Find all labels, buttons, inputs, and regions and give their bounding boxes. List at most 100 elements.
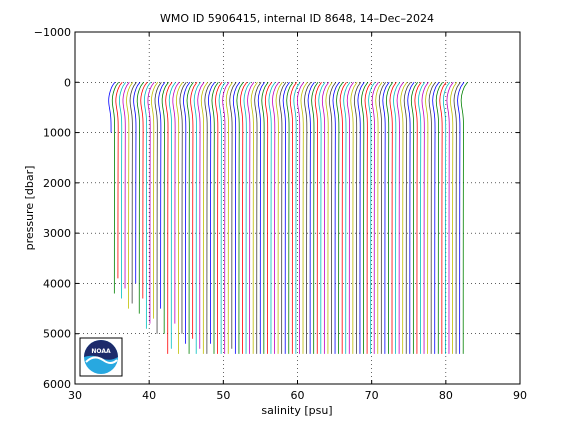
profile-line [193,82,201,354]
logo-upper-half [84,340,118,360]
profile-line [118,82,127,299]
profile-line [243,82,251,354]
profile-line [136,82,144,314]
profile-line [151,82,159,319]
profile-line [314,82,322,354]
profile-line [325,82,333,354]
profile-line [225,82,233,354]
profile-line [108,82,116,133]
profile-line [165,82,173,354]
profile-line [375,82,383,354]
x-tick-label: 70 [365,389,379,402]
profile-line [453,82,461,354]
profile-line [307,82,315,354]
profile-line [289,82,297,354]
profile-line [133,82,141,284]
profile-line [339,82,347,354]
profile-line [343,82,351,354]
profile-line [279,82,287,354]
profile-line [190,82,198,339]
profile-line [460,82,468,354]
profile-line [432,82,440,354]
profile-line [261,82,269,354]
x-tick-label: 30 [68,389,82,402]
profile-line [272,82,280,354]
profile-line [439,82,447,354]
x-tick-label: 60 [291,389,305,402]
profile-line [147,82,155,324]
profile-line [232,82,240,354]
profile-line [268,82,276,354]
profile-line [161,82,169,334]
noaa-logo: NOAA [79,337,123,377]
y-tick-label: 5000 [43,328,71,341]
profile-line [304,82,312,354]
profile-line [126,82,134,309]
profile-line [186,82,194,354]
profile-line [400,82,408,354]
profile-line [204,82,212,354]
profile-line [168,82,176,349]
y-tick-label: 4000 [43,277,71,290]
y-tick-label: 3000 [43,227,71,240]
profile-line [286,82,294,354]
profile-line [318,82,326,354]
profile-line [158,82,166,309]
profile-line [247,82,255,354]
profile-line [350,82,358,354]
profile-line [364,82,372,354]
profile-line [115,82,123,279]
profile-line [229,82,237,349]
y-tick-label: 0 [64,76,71,89]
profile-line [450,82,458,354]
profile-line [250,82,258,354]
profile-line [275,82,283,354]
y-tick-label: 2000 [43,177,71,190]
profile-line [389,82,397,354]
profile-line [172,82,180,324]
plot-area: NOAA 30 40 50 60 70 80 90 −1000 0 1000 2000 3000 400… [34,26,527,402]
x-tick-label: 40 [142,389,156,402]
profile-line [378,82,386,354]
profile-line [296,82,305,354]
profile-line [264,82,273,354]
profile-line [332,82,340,354]
x-tick-label: 90 [513,389,527,402]
profile-line [175,82,184,354]
logo-text: NOAA [91,348,111,355]
profile-line [425,82,433,354]
profile-line [368,82,376,354]
profile-line [111,82,119,294]
profile-line [407,82,415,354]
profile-line [129,82,137,304]
profile-line [143,82,151,329]
profile-line [396,82,404,354]
profile-line [222,82,230,354]
profile-line [215,82,223,354]
profile-line [414,82,422,354]
y-tick-label: 1000 [43,127,71,140]
profile-line [254,82,262,354]
y-tick-label: −1000 [34,26,71,39]
profile-line [122,82,130,289]
profile-line [321,82,329,354]
profile-line [421,82,429,354]
profile-line [329,82,337,354]
profile-line [442,82,451,354]
profile-line [154,82,162,334]
profile-line [353,82,362,354]
chart-title: WMO ID 5906415, internal ID 8648, 14–Dec… [160,12,434,25]
x-tick-label: 80 [439,389,453,402]
ticks: 30 40 50 60 70 80 90 −1000 0 1000 2000 3000 4000 5000… [34,26,527,402]
profile-line [240,82,248,354]
profile-line [418,82,426,354]
profile-line [428,82,436,354]
profile-line [393,82,401,354]
profile-line [346,82,354,354]
profile-line [300,82,308,354]
profile-line [293,82,301,354]
y-tick-label: 6000 [43,378,71,391]
profile-line [183,82,191,344]
profile-line [385,82,394,354]
